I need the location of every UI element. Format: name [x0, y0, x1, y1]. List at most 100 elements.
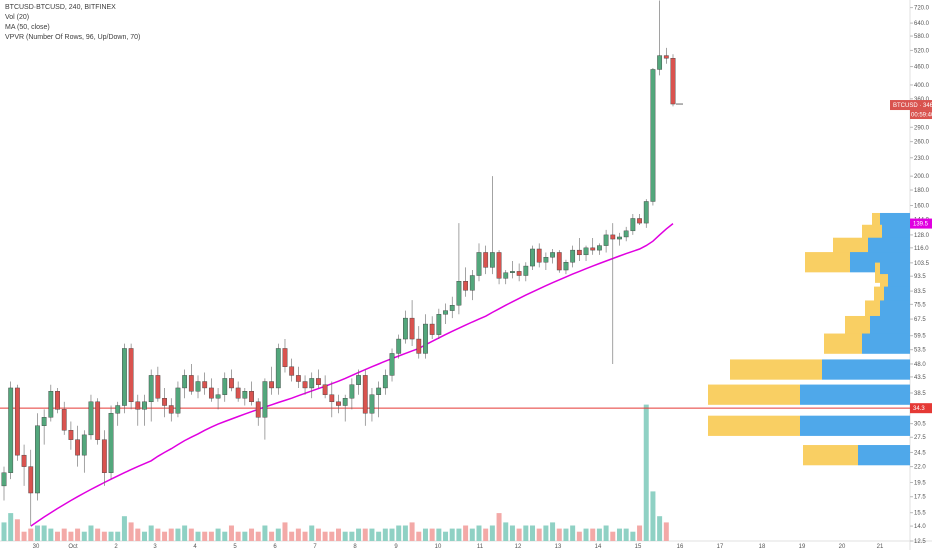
candle[interactable] — [108, 405, 114, 480]
candle[interactable] — [516, 263, 522, 282]
candle[interactable] — [222, 372, 228, 402]
candle[interactable] — [229, 369, 234, 392]
candle[interactable] — [396, 334, 402, 359]
candle[interactable] — [242, 387, 248, 406]
candle[interactable] — [463, 267, 469, 297]
candle[interactable] — [643, 199, 649, 228]
candle[interactable] — [128, 343, 134, 410]
candle[interactable] — [543, 252, 549, 271]
candle[interactable] — [14, 384, 20, 461]
candle[interactable] — [28, 449, 34, 527]
candle[interactable] — [269, 366, 274, 395]
candle[interactable] — [469, 270, 475, 301]
candle[interactable] — [356, 369, 361, 395]
candle[interactable] — [663, 47, 669, 64]
candle[interactable] — [175, 381, 181, 418]
candle[interactable] — [423, 314, 428, 359]
candle[interactable] — [202, 372, 208, 395]
candle[interactable] — [168, 398, 174, 422]
candle[interactable] — [316, 369, 321, 388]
candle[interactable] — [309, 372, 315, 399]
candle[interactable] — [68, 421, 74, 450]
candle[interactable] — [162, 387, 167, 418]
candle[interactable] — [1, 466, 7, 501]
candle[interactable] — [563, 259, 569, 275]
candle[interactable] — [48, 384, 54, 422]
candle[interactable] — [235, 381, 241, 402]
candle[interactable] — [436, 308, 442, 340]
candle[interactable] — [403, 310, 408, 344]
candle[interactable] — [523, 262, 529, 282]
candle[interactable] — [416, 326, 422, 359]
candle[interactable] — [456, 223, 462, 315]
candle[interactable] — [556, 250, 562, 273]
candle[interactable] — [617, 232, 622, 246]
candle[interactable] — [536, 243, 542, 268]
candle[interactable] — [570, 245, 576, 268]
candle[interactable] — [302, 375, 308, 395]
candle[interactable] — [610, 223, 616, 364]
legend-ma[interactable]: MA (50, close) — [5, 24, 50, 31]
candle[interactable] — [576, 238, 582, 261]
candle[interactable] — [496, 250, 502, 285]
candle[interactable] — [295, 366, 301, 388]
candle[interactable] — [255, 398, 261, 426]
candle[interactable] — [8, 381, 14, 480]
candle[interactable] — [142, 394, 147, 426]
candle[interactable] — [135, 394, 141, 426]
candle[interactable] — [55, 387, 60, 414]
candle[interactable] — [95, 398, 101, 445]
candle[interactable] — [637, 214, 642, 225]
candle[interactable] — [215, 387, 221, 410]
candle[interactable] — [376, 381, 382, 418]
candle[interactable] — [101, 430, 107, 486]
candle[interactable] — [329, 381, 335, 418]
candle[interactable] — [289, 358, 295, 382]
candle[interactable] — [35, 413, 40, 501]
legend-volume[interactable]: Vol (20) — [5, 14, 30, 21]
candle[interactable] — [282, 339, 288, 373]
candle[interactable] — [148, 369, 154, 422]
candle[interactable] — [550, 248, 555, 264]
candle[interactable] — [670, 54, 676, 107]
candle[interactable] — [623, 226, 629, 242]
candle[interactable] — [115, 401, 121, 426]
candle[interactable] — [409, 300, 415, 347]
candle[interactable] — [122, 343, 127, 414]
candle[interactable] — [603, 229, 609, 253]
candle[interactable] — [650, 67, 656, 206]
candle[interactable] — [322, 375, 328, 399]
candle[interactable] — [81, 430, 87, 473]
legend-vpvr[interactable]: VPVR (Number Of Rows, 96, Up/Down, 70) — [5, 34, 141, 41]
candle[interactable] — [41, 409, 47, 445]
candle[interactable] — [61, 401, 67, 435]
candle[interactable] — [88, 394, 94, 440]
candle[interactable] — [275, 343, 281, 395]
candle[interactable] — [476, 243, 482, 282]
candle[interactable] — [530, 245, 535, 271]
candle[interactable] — [583, 245, 589, 261]
candle[interactable] — [382, 369, 388, 395]
legend-symbol[interactable]: BTCUSD·BTCUSD, 240, BITFINEX — [5, 4, 116, 11]
candle[interactable] — [483, 245, 489, 275]
candle[interactable] — [389, 348, 395, 382]
candle[interactable] — [369, 387, 375, 422]
candle[interactable] — [249, 381, 254, 406]
candle[interactable] — [188, 363, 194, 395]
candle[interactable] — [75, 425, 80, 467]
candle[interactable] — [503, 270, 509, 285]
candle[interactable] — [630, 214, 636, 235]
candle[interactable] — [336, 394, 341, 414]
candle[interactable] — [195, 375, 201, 399]
candle[interactable] — [208, 378, 214, 402]
candle[interactable] — [21, 444, 27, 486]
candle[interactable] — [155, 366, 161, 402]
candle[interactable] — [362, 369, 368, 426]
candle[interactable] — [342, 394, 348, 422]
candle[interactable] — [510, 260, 515, 279]
candle[interactable] — [349, 378, 355, 410]
candle[interactable] — [262, 378, 268, 440]
candle[interactable] — [429, 316, 435, 340]
candle[interactable] — [597, 243, 602, 255]
